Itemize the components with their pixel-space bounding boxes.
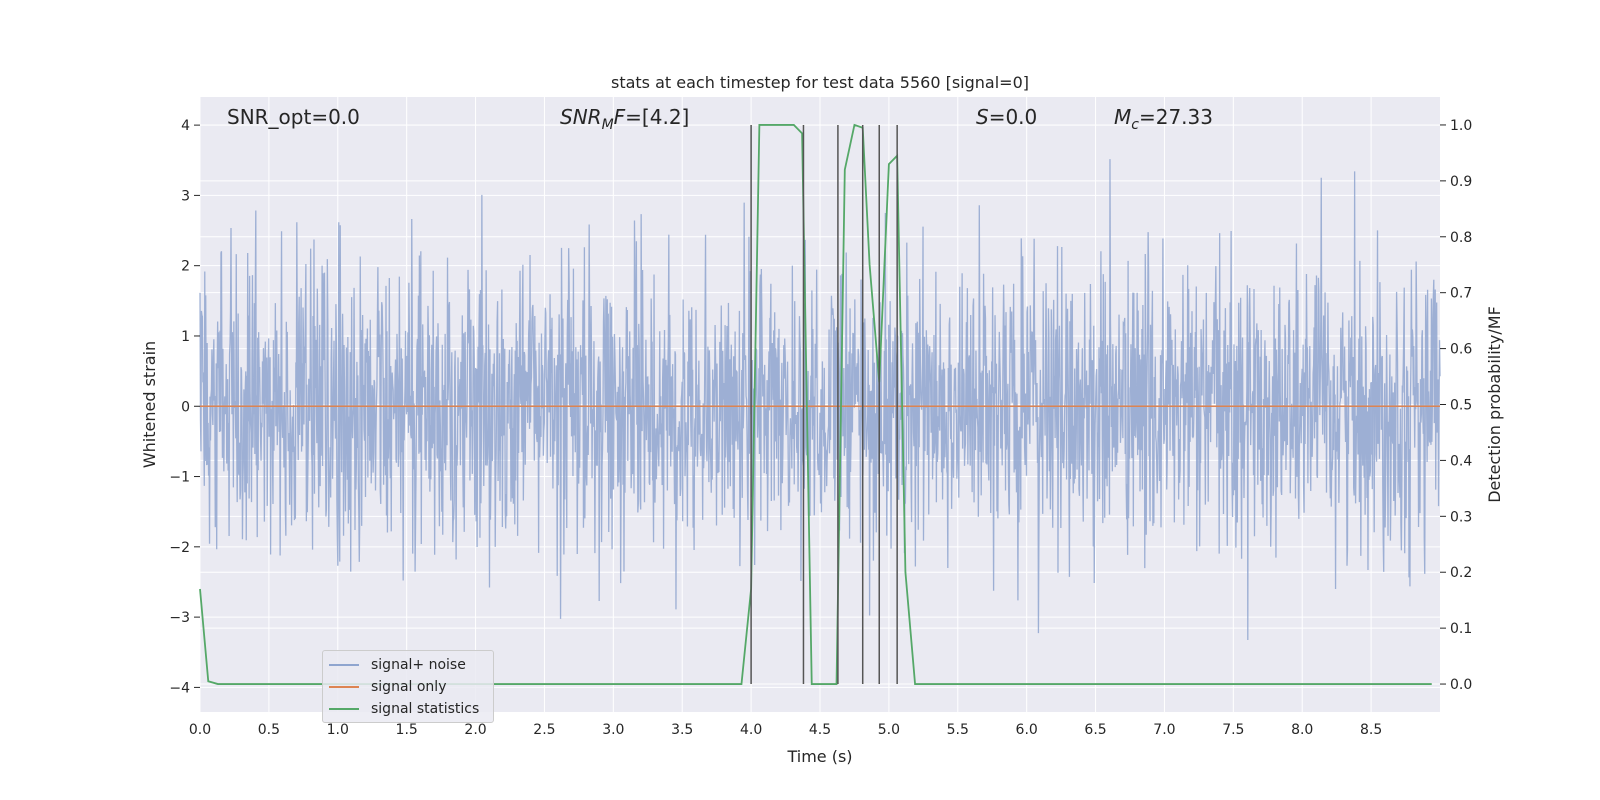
y-tick-label-left: 1: [181, 329, 190, 345]
x-tick-label: 5.5: [947, 722, 969, 738]
y-axis-label-left: Whitened strain: [140, 341, 159, 468]
annotation-snr-mf-rest: F: [614, 105, 626, 129]
x-tick-label: 3.5: [671, 722, 693, 738]
annotation-mc: Mc=27.33: [1114, 105, 1213, 133]
annotation-snr-opt: SNR_opt=0.0: [227, 105, 360, 129]
annotation-s-symbol: S: [976, 105, 989, 129]
legend-swatch: [329, 664, 359, 666]
legend-label: signal+ noise: [371, 657, 466, 673]
y-tick-label-right: 0.1: [1450, 621, 1472, 637]
x-tick-label: 5.0: [878, 722, 900, 738]
y-tick-label-right: 0.0: [1450, 677, 1472, 693]
x-tick-label: 8.0: [1291, 722, 1313, 738]
annotation-snr-mf-sub: M: [602, 117, 614, 133]
legend: signal+ noise signal only signal statist…: [322, 650, 494, 723]
legend-label: signal only: [371, 679, 447, 695]
y-tick-label-left: −2: [169, 540, 190, 556]
x-tick-label: 6.5: [1084, 722, 1106, 738]
y-tick-label-left: −4: [169, 680, 190, 696]
y-tick-label-right: 0.9: [1450, 174, 1472, 190]
annotation-snr-mf: SNRMF=[4.2]: [560, 105, 689, 133]
x-tick-label: 2.5: [533, 722, 555, 738]
x-axis-label: Time (s): [786, 747, 852, 766]
signal-statistics-line: [199, 123, 1432, 685]
x-tick-label: 6.0: [1016, 722, 1038, 738]
x-tick-label: 0.0: [189, 722, 211, 738]
y-tick-label-right: 0.5: [1450, 398, 1472, 414]
x-tick-label: 7.5: [1222, 722, 1244, 738]
y-tick-label-left: 2: [181, 259, 190, 275]
x-tick-label: 1.5: [396, 722, 418, 738]
x-tick-label: 7.0: [1153, 722, 1175, 738]
y-axis-label-right: Detection probability/MF: [1485, 306, 1504, 503]
x-tick-label: 2.0: [464, 722, 486, 738]
y-tick-label-right: 1.0: [1450, 118, 1472, 134]
annotation-mc-sub: c: [1131, 117, 1139, 133]
legend-swatch: [329, 708, 359, 710]
y-tick-label-left: −1: [169, 470, 190, 486]
y-tick-label-right: 0.7: [1450, 286, 1472, 302]
x-tick-label: 0.5: [258, 722, 280, 738]
signal-noise-line: [199, 159, 1441, 641]
y-tick-label-left: −3: [169, 610, 190, 626]
x-tick-label: 4.0: [740, 722, 762, 738]
annotation-mc-symbol: M: [1114, 105, 1131, 129]
legend-item: signal statistics: [329, 698, 487, 720]
legend-item: signal only: [329, 676, 487, 698]
y-tick-label-right: 0.3: [1450, 509, 1472, 525]
x-tick-label: 4.5: [809, 722, 831, 738]
y-tick-label-left: 4: [181, 118, 190, 134]
annotation-s: S=0.0: [976, 105, 1037, 129]
y-tick-label-left: 3: [181, 188, 190, 204]
legend-label: signal statistics: [371, 701, 480, 717]
y-tick-label-right: 0.2: [1450, 565, 1472, 581]
chart-title: stats at each timestep for test data 556…: [611, 73, 1029, 92]
annotation-s-value: =0.0: [989, 105, 1038, 129]
y-tick-label-right: 0.4: [1450, 453, 1472, 469]
x-tick-label: 3.0: [602, 722, 624, 738]
annotation-mc-value: =27.33: [1139, 105, 1213, 129]
x-tick-label: 1.0: [327, 722, 349, 738]
legend-item: signal+ noise: [329, 654, 487, 676]
y-tick-label-left: 0: [181, 399, 190, 415]
legend-swatch: [329, 686, 359, 688]
signal-noise-series: [199, 159, 1441, 641]
y-tick-label-right: 0.6: [1450, 342, 1472, 358]
y-tick-label-right: 0.8: [1450, 230, 1472, 246]
annotation-snr-mf-value: =[4.2]: [625, 105, 689, 129]
annotation-snr-mf-main: SNR: [560, 105, 602, 129]
x-tick-label: 8.5: [1360, 722, 1382, 738]
